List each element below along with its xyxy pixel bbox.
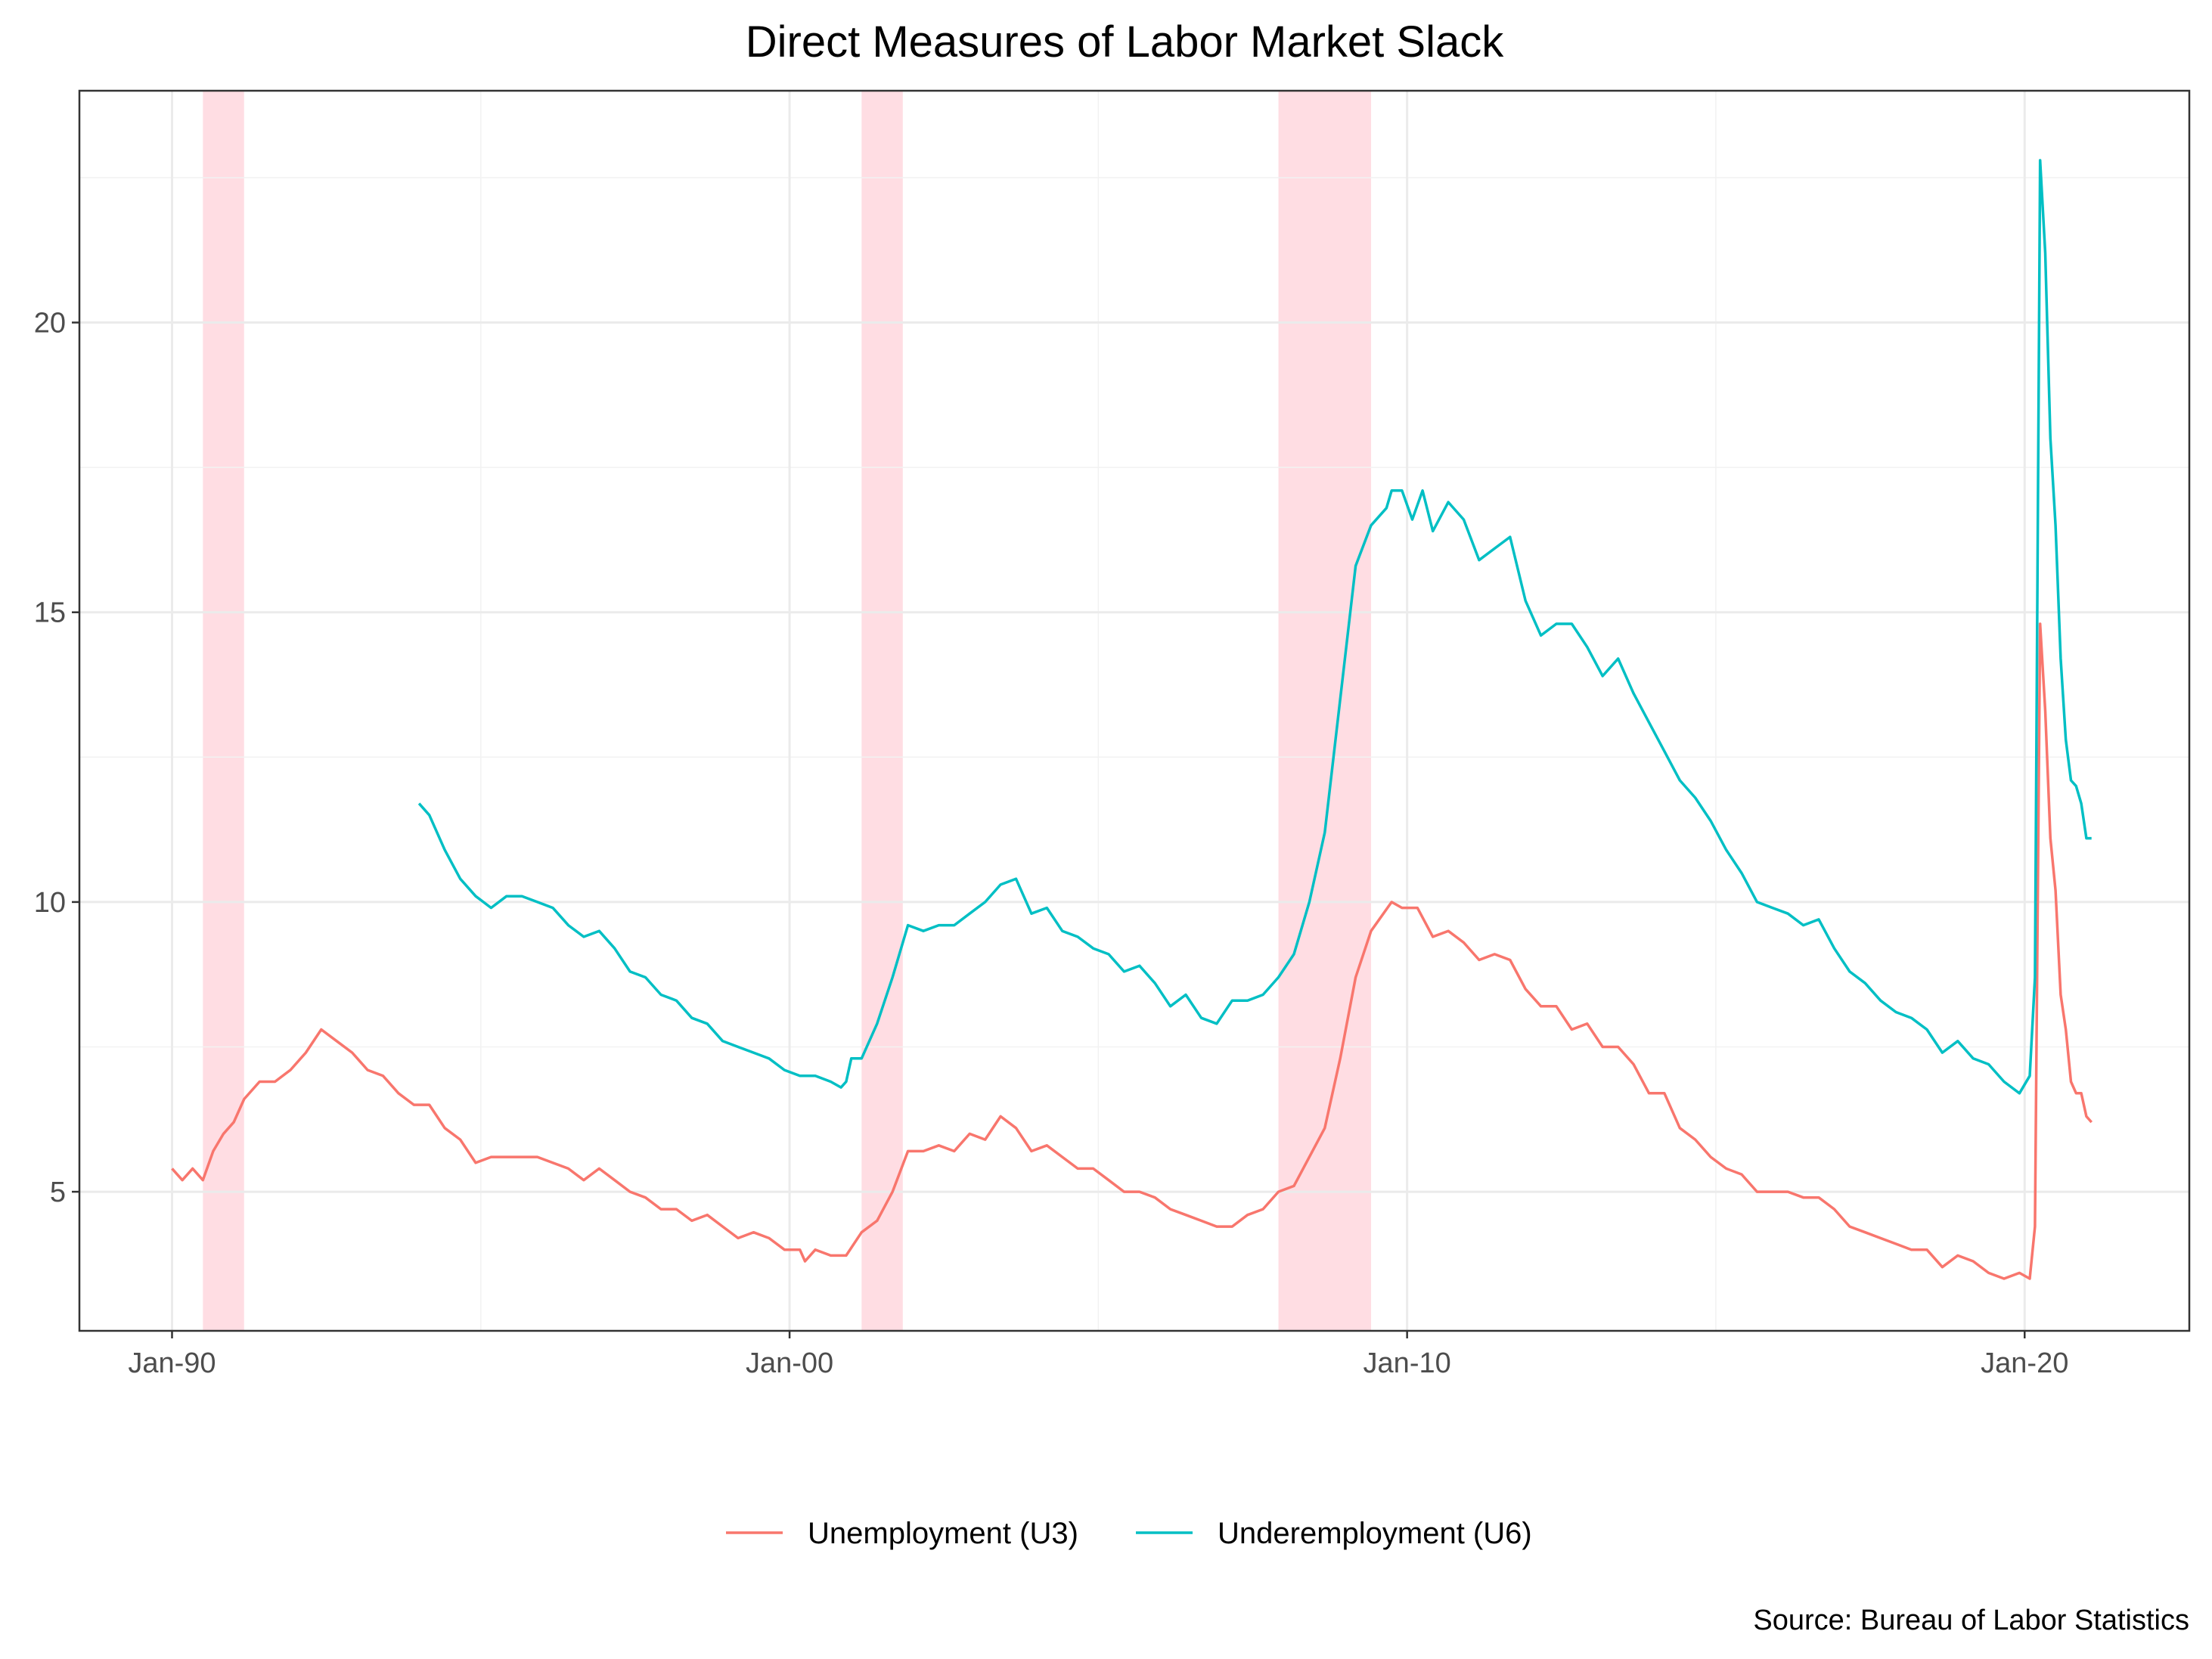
y-tick-label: 15 (34, 597, 66, 629)
axes: 5 10 15 20 Jan-90 Jan-00 Jan-10 Jan-20 (34, 308, 2069, 1379)
x-tick-label: Jan-90 (128, 1347, 216, 1379)
legend-label-u6: Underemployment (U6) (1218, 1517, 1532, 1550)
y-tick-label: 5 (50, 1177, 66, 1208)
series-line-u6 (417, 159, 2092, 1095)
source-caption: Source: Bureau of Labor Statistics (1753, 1605, 2189, 1636)
panel-border (78, 89, 2191, 1332)
recession-shading (203, 91, 1372, 1331)
y-tick-label: 20 (34, 308, 66, 340)
y-tick-label: 10 (34, 887, 66, 919)
recession-band-2 (861, 91, 903, 1331)
x-tick-label: Jan-20 (1981, 1347, 2068, 1379)
series-line-u3 (171, 622, 2093, 1280)
legend-label-u3: Unemployment (U3) (808, 1517, 1078, 1550)
x-tick-label: Jan-00 (746, 1347, 833, 1379)
x-tick-label: Jan-10 (1363, 1347, 1451, 1379)
series-lines (171, 159, 2093, 1280)
legend: Unemployment (U3) Underemployment (U6) (726, 1517, 1532, 1550)
recession-band-3 (1278, 91, 1372, 1331)
chart-title: Direct Measures of Labor Market Slack (746, 17, 1504, 67)
recession-band-1 (203, 91, 244, 1331)
